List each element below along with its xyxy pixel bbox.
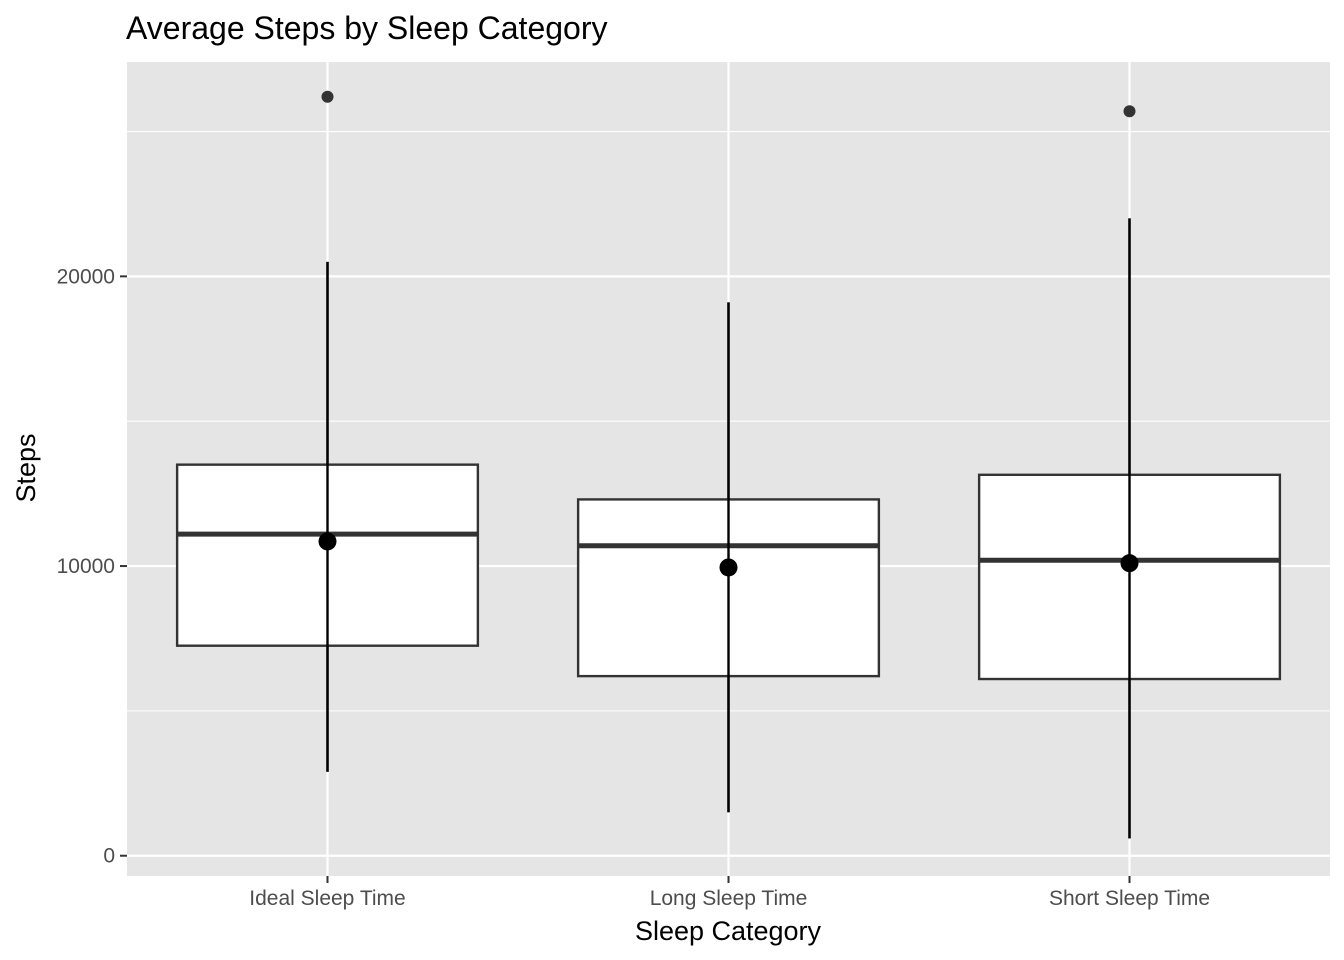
y-tick-label: 0: [103, 845, 115, 868]
axes: 0 10000 20000 Ideal Sleep Time Long Sleep Ti…: [57, 265, 1210, 910]
mean-point: [1120, 554, 1139, 573]
boxes: [175, 90, 1282, 839]
mean-point: [318, 532, 337, 551]
outlier-point: [1123, 105, 1136, 118]
y-tick-label: 10000: [57, 555, 115, 578]
chart-title: Average Steps by Sleep Category: [126, 10, 607, 46]
x-axis-title: Sleep Category: [635, 916, 822, 946]
box-group: [175, 90, 480, 772]
box-group: [977, 105, 1282, 839]
box-group: [576, 302, 881, 813]
y-tick-label: 20000: [57, 265, 115, 288]
x-tick-label: Short Sleep Time: [1049, 887, 1210, 910]
mean-point: [719, 558, 738, 577]
outlier-point: [321, 90, 334, 103]
x-tick-label: Ideal Sleep Time: [249, 887, 405, 910]
x-tick-label: Long Sleep Time: [650, 887, 808, 910]
y-axis-title: Steps: [11, 433, 41, 502]
